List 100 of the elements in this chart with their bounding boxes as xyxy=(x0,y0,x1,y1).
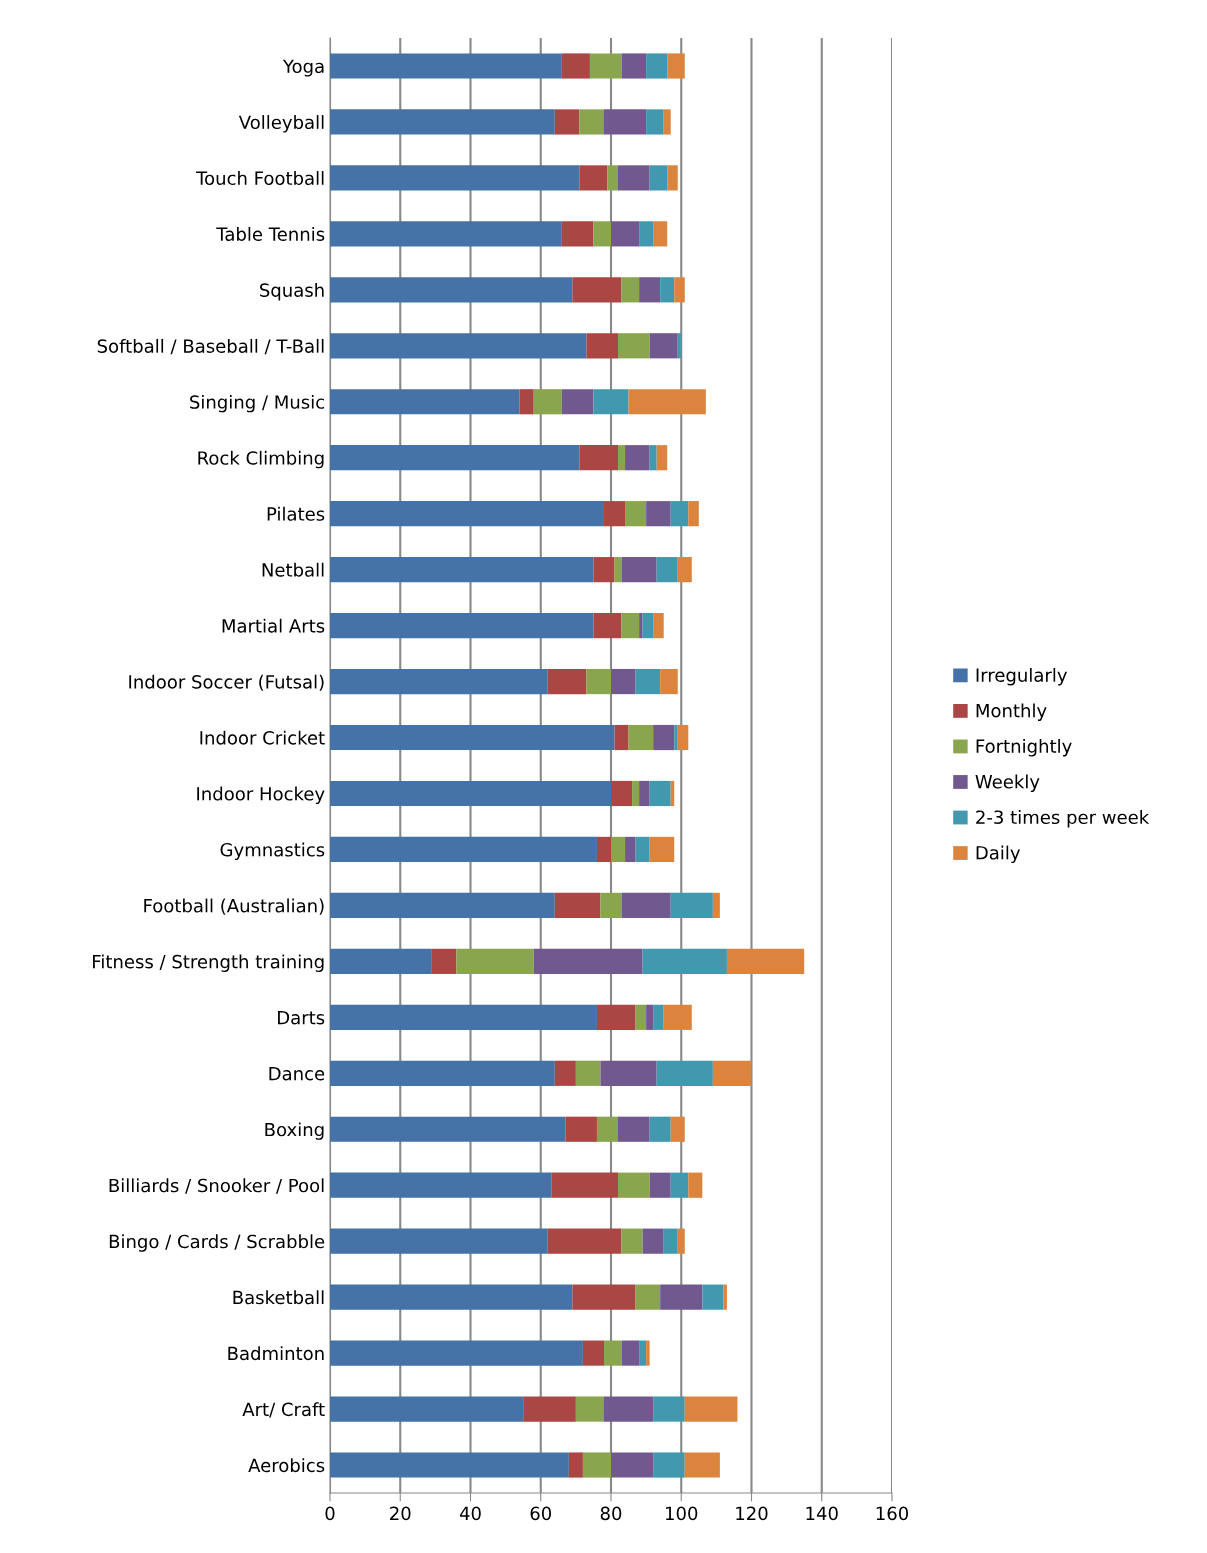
bar xyxy=(649,165,668,191)
bar xyxy=(330,221,562,247)
bar xyxy=(635,1004,647,1030)
bar xyxy=(579,445,619,471)
bar xyxy=(621,892,671,918)
bar xyxy=(712,1060,752,1086)
bar xyxy=(621,613,640,639)
bar xyxy=(621,1340,640,1366)
bar xyxy=(330,836,597,863)
bar xyxy=(611,668,636,695)
bar xyxy=(593,389,629,415)
bar xyxy=(656,445,668,471)
y-tick-label: Pilates xyxy=(267,506,325,521)
bar xyxy=(614,724,629,751)
bar xyxy=(639,1340,647,1366)
bar xyxy=(670,892,713,918)
bar xyxy=(635,1284,661,1310)
bar xyxy=(579,109,604,135)
bar xyxy=(660,1284,703,1310)
bar xyxy=(593,221,611,247)
bar xyxy=(330,501,604,527)
bar xyxy=(330,780,611,807)
bar xyxy=(603,109,647,135)
bar xyxy=(646,1340,650,1366)
bar xyxy=(431,948,457,974)
y-tick-label: Singing / Music xyxy=(190,394,325,413)
y-tick-label: Softball / Baseball / T-Ball xyxy=(97,338,324,355)
x-tick-label: 20 xyxy=(390,1506,411,1521)
bar xyxy=(561,221,594,247)
bar xyxy=(330,445,580,471)
legend-label: Irregularly xyxy=(976,667,1068,686)
legend-label: Weekly xyxy=(975,774,1040,792)
y-tick-label: Netball xyxy=(262,562,324,577)
bar xyxy=(684,1396,738,1422)
y-tick-label: Indoor Cricket xyxy=(200,730,325,745)
bar xyxy=(677,557,692,583)
bar xyxy=(533,948,643,974)
bar xyxy=(593,613,622,639)
bar xyxy=(330,109,555,135)
bar xyxy=(621,557,657,583)
bar xyxy=(639,613,643,639)
bar xyxy=(611,780,633,807)
bar xyxy=(330,53,562,79)
bar xyxy=(688,501,699,527)
bar xyxy=(596,1116,619,1142)
bar xyxy=(330,1004,597,1030)
bar xyxy=(330,668,548,695)
bar xyxy=(330,1284,573,1310)
y-tick-label: Touch Football xyxy=(196,171,324,186)
bar xyxy=(575,1060,601,1086)
bar xyxy=(674,277,685,303)
bar xyxy=(670,501,689,527)
bar xyxy=(646,53,668,79)
y-tick-label: Boxing xyxy=(265,1122,324,1140)
bar xyxy=(723,1284,727,1310)
bar xyxy=(674,724,678,751)
x-tick-label: 80 xyxy=(600,1506,622,1521)
bar xyxy=(702,1284,724,1310)
y-tick-label: Aerobics xyxy=(248,1458,325,1473)
y-tick-label: Art/ Craft xyxy=(242,1402,325,1418)
bar xyxy=(688,1172,703,1198)
bar xyxy=(660,668,678,695)
bar xyxy=(603,1396,654,1422)
bar xyxy=(330,1116,566,1142)
bar xyxy=(330,948,432,974)
bar xyxy=(649,333,678,359)
bar xyxy=(330,613,594,639)
bar xyxy=(589,53,622,79)
x-tick-label: 160 xyxy=(876,1506,909,1521)
bar xyxy=(572,1284,636,1310)
bar xyxy=(600,1060,657,1086)
bar xyxy=(646,109,664,135)
bar xyxy=(621,277,640,303)
y-tick-label: Martial Arts xyxy=(222,618,325,633)
bar xyxy=(663,1004,692,1030)
bar xyxy=(618,165,650,191)
bar xyxy=(611,221,640,247)
x-tick-label: 100 xyxy=(666,1506,698,1521)
x-tick-label: 0 xyxy=(325,1506,335,1521)
bar xyxy=(330,892,555,918)
bar xyxy=(330,389,520,415)
y-tick-label: Darts xyxy=(278,1011,325,1025)
bar xyxy=(667,53,685,79)
y-tick-label: Yoga xyxy=(282,59,324,77)
bar xyxy=(582,1340,604,1366)
bar xyxy=(670,1116,685,1142)
bar xyxy=(653,613,664,639)
bar xyxy=(663,1228,678,1254)
bar xyxy=(653,1452,685,1478)
bar xyxy=(611,836,626,863)
bar xyxy=(330,1452,569,1478)
bar xyxy=(523,1396,576,1422)
bar xyxy=(565,1116,597,1142)
bar xyxy=(586,668,611,695)
y-tick-label: Badminton xyxy=(228,1346,324,1361)
bar xyxy=(618,1116,650,1142)
bar xyxy=(621,1228,643,1254)
bar xyxy=(456,948,534,974)
y-tick-label: Indoor Soccer (Futsal) xyxy=(129,674,324,691)
x-tick-label: 140 xyxy=(806,1506,838,1521)
